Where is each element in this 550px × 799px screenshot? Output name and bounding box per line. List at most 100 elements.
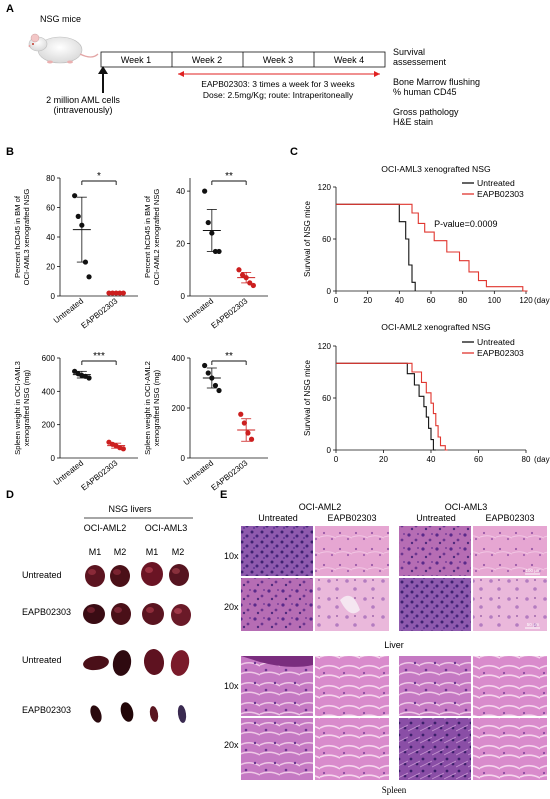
y-axis-label: Percent hCD45 in BM of xyxy=(13,195,22,278)
y-tick-label: 400 xyxy=(42,387,56,396)
scale-bar-100-label: 100 μm xyxy=(525,568,540,573)
scale-bar-50-label: 50 μm xyxy=(527,622,540,627)
spleen-label: Spleen xyxy=(382,785,407,795)
x-category-label: Untreated xyxy=(182,458,215,487)
e-col-untreated-aml2: Untreated xyxy=(258,513,298,523)
week-2-label: Week 2 xyxy=(192,55,222,65)
outcome-he-stain: H&E stain xyxy=(393,117,433,127)
data-point xyxy=(239,272,246,278)
mouse-label-m1-aml2: M1 xyxy=(89,547,102,557)
legend-label: Untreated xyxy=(477,178,515,188)
data-point xyxy=(86,274,92,280)
e-col-eapb-aml3: EAPB02303 xyxy=(485,513,534,523)
significance-marker: ** xyxy=(225,351,233,362)
data-point xyxy=(247,280,253,286)
micrograph-spleen-10x-aml2-eapb xyxy=(315,656,389,716)
y-tick-label: 20 xyxy=(176,240,185,249)
micrograph-spleen-10x-aml3-untreated xyxy=(399,656,471,716)
treatment-arrow-icon xyxy=(178,71,380,77)
significance-marker: *** xyxy=(93,351,105,362)
x-tick-label: 80 xyxy=(522,455,531,464)
treatment-label-line1: EAPB02303: 3 times a week for 3 weeks xyxy=(201,79,355,89)
micrograph-spleen-20x-aml2-eapb xyxy=(315,718,389,780)
y-tick-label: 0 xyxy=(327,446,332,455)
data-point xyxy=(75,213,81,219)
mouse-label-m2-aml3: M2 xyxy=(172,547,185,557)
e-group-oci-aml2: OCI-AML2 xyxy=(299,502,342,512)
y-tick-label: 120 xyxy=(318,183,332,192)
y-tick-label: 60 xyxy=(46,204,55,213)
y-axis-label: OCI-AML3 xenografted NSG xyxy=(22,189,31,286)
y-tick-label: 600 xyxy=(42,354,56,363)
data-point xyxy=(202,362,208,369)
y-tick-label: 60 xyxy=(322,394,331,403)
y-axis-label: OCI-AML2 xenografted NSG xyxy=(152,189,161,286)
survival-curve xyxy=(336,362,448,451)
panel-letter-d: D xyxy=(6,489,14,501)
x-tick-label: 80 xyxy=(458,296,467,305)
group-label-oci-aml3: OCI-AML3 xyxy=(145,523,188,533)
y-tick-label: 400 xyxy=(172,354,186,363)
week-4-label: Week 4 xyxy=(334,55,364,65)
data-point xyxy=(120,446,126,452)
survival-plot-c2: OCI-AML2 xenografted NSG 0 60 120 0 20 40 60 80(… xyxy=(303,322,550,464)
y-tick-label: 0 xyxy=(181,292,186,301)
x-tick-label: 40 xyxy=(395,296,404,305)
data-point xyxy=(120,290,126,296)
y-tick-label: 40 xyxy=(46,233,55,242)
micrograph-liver-20x-aml3-untreated xyxy=(399,578,471,631)
micrograph-liver-20x-aml2-untreated xyxy=(241,578,313,631)
data-point xyxy=(205,219,211,226)
mouse-label-m2-aml2: M2 xyxy=(114,547,127,557)
data-point xyxy=(109,290,116,296)
scatter-plot-b3: 0 200 400 600 Spleen weight in OCI-AML3 xenog… xyxy=(13,351,138,492)
e-mag-20x-liver: 20x xyxy=(224,602,239,612)
legend-label: EAPB02303 xyxy=(477,348,524,358)
outcome-gross-pathology: Gross pathology xyxy=(393,107,459,117)
x-category-label: EAPB02303 xyxy=(79,458,119,492)
micrograph-spleen-20x-aml3-eapb xyxy=(473,718,547,780)
significance-marker: ** xyxy=(225,171,233,182)
y-axis-label: Percent hCD45 in BM of xyxy=(143,195,152,278)
panel-letter-e: E xyxy=(220,489,227,501)
data-point xyxy=(113,290,119,296)
data-point xyxy=(216,387,222,394)
week-1-label: Week 1 xyxy=(121,55,151,65)
x-tick-label: 100 xyxy=(488,296,502,305)
y-tick-label: 0 xyxy=(51,292,56,301)
micrograph-liver-20x-aml3-eapb xyxy=(473,578,547,631)
y-tick-label: 200 xyxy=(172,404,186,413)
timeline: Week 1 Week 2 Week 3 Week 4 xyxy=(100,51,386,68)
y-axis-label: Survival of NSG mice xyxy=(303,359,312,436)
nsg-mice-label: NSG mice xyxy=(40,14,81,24)
data-point xyxy=(241,420,247,426)
data-point xyxy=(212,248,219,255)
e-mag-10x-liver: 10x xyxy=(224,551,239,561)
data-point xyxy=(248,436,255,442)
panel-letter-a: A xyxy=(6,3,14,15)
e-mag-20x-spleen: 20x xyxy=(224,740,239,750)
y-axis-label: xenografted NSG (mg) xyxy=(152,369,161,446)
outcome-hcd45: % human CD45 xyxy=(393,87,457,97)
micrograph-vessel-shape xyxy=(340,595,360,614)
micrograph-spleen-20x-aml3-untreated xyxy=(399,718,471,780)
y-axis-label: Survival of NSG mice xyxy=(303,200,312,277)
liver-label: Liver xyxy=(384,640,404,650)
panel-letter-b: B xyxy=(6,146,14,158)
row-label-eapb-1: EAPB02303 xyxy=(22,607,71,617)
row-label-eapb-2: EAPB02303 xyxy=(22,705,71,715)
injection-label-line1: 2 million AML cells xyxy=(46,95,120,105)
micrograph-dark-edge xyxy=(241,656,313,667)
data-point xyxy=(72,193,78,199)
data-point xyxy=(236,267,242,273)
p-value-annotation: P-value=0.0009 xyxy=(434,219,497,229)
y-tick-label: 40 xyxy=(176,187,185,196)
y-tick-label: 20 xyxy=(46,263,55,272)
y-axis-label: xenografted NSG (mg) xyxy=(22,369,31,446)
micrograph-spleen-20x-aml2-untreated xyxy=(241,718,313,780)
y-tick-label: 0 xyxy=(51,454,56,463)
mouse-label-m1-aml3: M1 xyxy=(146,547,159,557)
x-tick-label: 20 xyxy=(363,296,372,305)
data-point xyxy=(243,275,249,281)
